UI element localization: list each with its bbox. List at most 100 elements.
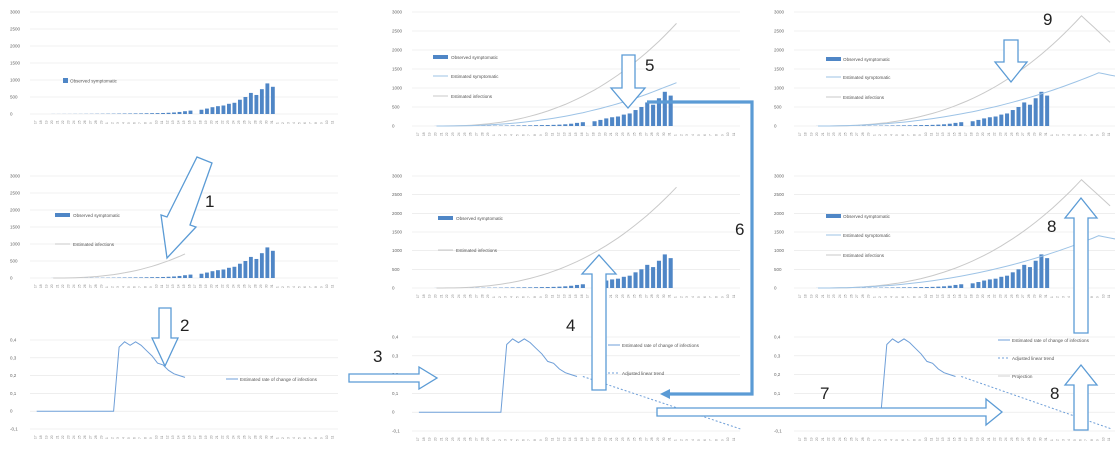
- x-tick-label: 28: [480, 132, 484, 136]
- x-tick-label: 29: [100, 284, 104, 288]
- x-tick-label: 30: [662, 132, 666, 136]
- x-tick-label: 8: [1090, 134, 1094, 136]
- x-tick-label: 23: [832, 294, 836, 298]
- x-tick-label: 21: [609, 132, 613, 136]
- x-tick-label: 19: [809, 294, 813, 298]
- x-tick-label: 19: [809, 437, 813, 441]
- x-tick-label: 5: [895, 296, 899, 298]
- observed-bar: [1045, 258, 1050, 288]
- x-tick-label: 24: [457, 294, 461, 298]
- x-tick-label: 11: [732, 294, 736, 298]
- x-tick-label: 26: [638, 132, 642, 136]
- estimated-infections-line: [436, 23, 677, 127]
- observed-bar: [993, 278, 998, 288]
- axes: 0,40,30,20,10-0,117181920212223242526272…: [774, 335, 1115, 441]
- x-tick-label: 31: [270, 284, 274, 288]
- x-tick-label: 5: [127, 122, 131, 124]
- observed-bar: [510, 287, 515, 288]
- x-tick-label: 12: [556, 132, 560, 136]
- x-tick-label: 1: [872, 439, 876, 441]
- x-tick-label: 2: [1056, 296, 1060, 298]
- x-tick-label: 10: [726, 294, 730, 298]
- x-tick-label: 29: [1033, 437, 1037, 441]
- x-tick-label: 21: [56, 435, 60, 439]
- x-tick-label: 11: [1107, 294, 1111, 298]
- y-tick-label: 0,4: [774, 335, 781, 340]
- x-tick-label: 23: [998, 132, 1002, 136]
- x-tick-label: 18: [804, 132, 808, 136]
- x-tick-label: 27: [1021, 294, 1025, 298]
- x-tick-label: 28: [650, 437, 654, 441]
- y-tick-label: 1000: [392, 248, 403, 253]
- x-tick-label: 27: [89, 435, 93, 439]
- y-tick-label: 1500: [774, 230, 785, 235]
- x-tick-label: 26: [469, 132, 473, 136]
- x-tick-label: 24: [72, 435, 76, 439]
- x-tick-label: 11: [930, 294, 934, 298]
- x-tick-label: 17: [798, 437, 802, 441]
- y-tick-label: 0: [392, 286, 395, 291]
- x-tick-label: 9: [720, 134, 724, 136]
- x-tick-label: 4: [292, 286, 296, 288]
- observed-bar: [924, 125, 929, 126]
- y-tick-label: 500: [10, 259, 18, 264]
- x-tick-label: 10: [155, 284, 159, 288]
- x-tick-label: 1: [275, 437, 279, 439]
- x-tick-label: 8: [144, 437, 148, 439]
- rate-panel-trend: 0,40,30,20,10-0,117181920212223242526272…: [392, 335, 742, 441]
- x-tick-label: 11: [930, 437, 934, 441]
- observed-bar: [539, 287, 544, 288]
- x-tick-label: 5: [515, 296, 519, 298]
- legend: Observed symptomatic: [63, 78, 118, 84]
- x-tick-label: 10: [1101, 437, 1105, 441]
- observed-bar: [205, 272, 209, 278]
- observed-bar: [528, 287, 533, 288]
- x-tick-label: 21: [56, 120, 60, 124]
- x-tick-label: 23: [226, 435, 230, 439]
- x-tick-label: 30: [264, 435, 268, 439]
- x-tick-label: 11: [160, 120, 164, 124]
- x-tick-label: 2: [281, 122, 285, 124]
- x-tick-label: 10: [924, 132, 928, 136]
- observed-bar: [188, 110, 193, 114]
- observed-bar: [128, 277, 133, 278]
- x-tick-label: 1: [1050, 296, 1054, 298]
- observed-bar: [615, 278, 621, 288]
- x-tick-label: 28: [94, 435, 98, 439]
- x-tick-label: 4: [691, 296, 695, 298]
- x-tick-label: 6: [133, 286, 137, 288]
- x-tick-label: 28: [1027, 437, 1031, 441]
- observed-bar: [645, 264, 650, 288]
- y-tick-label: 0,2: [10, 373, 17, 378]
- observed-bar: [621, 114, 626, 126]
- x-tick-label: 10: [924, 437, 928, 441]
- observed-bar: [970, 283, 975, 288]
- observed-bar: [896, 287, 901, 288]
- x-tick-label: 9: [720, 296, 724, 298]
- observed-legend-label: Observed symptomatic: [451, 55, 499, 60]
- observed-bar: [569, 285, 574, 288]
- x-tick-label: 16: [958, 132, 962, 136]
- x-tick-label: 4: [890, 134, 894, 136]
- x-tick-label: 23: [998, 294, 1002, 298]
- x-tick-label: 24: [231, 120, 235, 124]
- x-tick-label: 21: [609, 294, 613, 298]
- x-tick-label: 5: [127, 286, 131, 288]
- observed-bar: [1045, 95, 1050, 126]
- x-tick-label: 15: [182, 435, 186, 439]
- x-tick-label: 11: [330, 284, 334, 288]
- x-tick-label: 29: [656, 294, 660, 298]
- x-tick-label: 10: [1101, 294, 1105, 298]
- x-tick-label: 26: [469, 437, 473, 441]
- x-tick-label: 30: [1038, 437, 1042, 441]
- observed-bar: [150, 113, 154, 114]
- x-tick-label: 4: [890, 439, 894, 441]
- x-tick-label: 12: [935, 437, 939, 441]
- x-tick-label: 5: [1073, 134, 1077, 136]
- y-tick-label: 0: [10, 112, 13, 117]
- y-tick-label: 0: [774, 286, 777, 291]
- x-tick-label: 8: [912, 296, 916, 298]
- observed-bar: [621, 276, 626, 288]
- observed-bar: [270, 86, 275, 114]
